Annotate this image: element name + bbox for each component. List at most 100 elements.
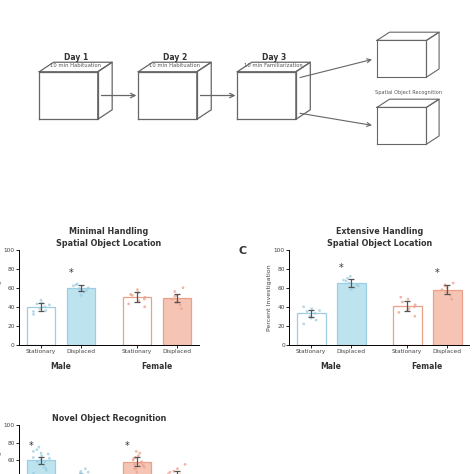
Text: 10 min Habituation: 10 min Habituation — [149, 63, 200, 68]
Point — [449, 279, 457, 287]
Point — [84, 284, 92, 292]
Point — [138, 458, 146, 465]
Point — [353, 281, 360, 289]
Point — [77, 467, 85, 474]
Y-axis label: Percent Investigation: Percent Investigation — [0, 264, 2, 330]
Point — [82, 287, 90, 294]
Point — [131, 472, 138, 474]
Text: *: * — [339, 263, 344, 273]
Point — [134, 286, 141, 293]
Point — [75, 285, 82, 292]
Point — [176, 301, 184, 309]
Point — [312, 316, 320, 324]
Point — [168, 295, 176, 303]
Text: Spatial Object Recognition: Spatial Object Recognition — [374, 90, 441, 95]
Title: Novel Object Recognition: Novel Object Recognition — [52, 414, 166, 423]
Bar — [27, 307, 55, 345]
Point — [72, 281, 80, 289]
Point — [131, 472, 138, 474]
Point — [306, 312, 314, 320]
Bar — [297, 313, 326, 345]
Point — [178, 305, 185, 312]
Point — [82, 465, 89, 473]
Point — [179, 284, 187, 292]
Point — [73, 472, 80, 474]
Text: Day 2: Day 2 — [163, 53, 187, 62]
Point — [30, 310, 37, 318]
Point — [77, 292, 85, 299]
Point — [36, 305, 44, 312]
Text: 10 min Habituation: 10 min Habituation — [50, 63, 101, 68]
Bar — [163, 298, 191, 345]
Point — [404, 307, 411, 314]
Point — [395, 309, 402, 316]
Text: Male: Male — [51, 362, 72, 371]
Point — [133, 447, 140, 455]
Point — [342, 277, 350, 285]
Point — [34, 458, 41, 465]
Point — [136, 449, 144, 457]
Point — [346, 273, 354, 280]
Point — [448, 295, 456, 303]
Bar — [393, 306, 422, 345]
Point — [173, 292, 181, 299]
Point — [73, 280, 81, 288]
Point — [307, 314, 315, 322]
Bar — [27, 460, 55, 474]
Text: *: * — [69, 268, 73, 278]
Point — [129, 456, 137, 464]
Point — [132, 454, 139, 461]
Text: 10 min Familiarization: 10 min Familiarization — [245, 63, 303, 68]
Point — [70, 282, 77, 290]
Point — [311, 310, 319, 317]
Point — [78, 471, 85, 474]
Title: Minimal Handling
Spatial Object Location: Minimal Handling Spatial Object Location — [56, 228, 162, 247]
Point — [173, 465, 181, 473]
Point — [43, 466, 50, 474]
Point — [37, 456, 45, 464]
Text: Male: Male — [321, 362, 342, 371]
Point — [33, 300, 41, 308]
Point — [84, 468, 92, 474]
Point — [42, 465, 50, 473]
Text: C: C — [239, 246, 247, 256]
Point — [405, 305, 413, 312]
Point — [411, 301, 419, 309]
Point — [41, 303, 49, 310]
Point — [173, 299, 181, 307]
Point — [443, 288, 451, 295]
Point — [81, 289, 88, 296]
Point — [36, 461, 44, 468]
Point — [42, 307, 50, 314]
Point — [41, 458, 49, 465]
Text: *: * — [28, 440, 33, 451]
Point — [45, 450, 52, 458]
Point — [344, 274, 351, 282]
Point — [347, 286, 355, 293]
Point — [140, 463, 148, 471]
Point — [173, 298, 180, 306]
Bar — [123, 462, 152, 474]
Point — [46, 301, 53, 309]
Text: *: * — [125, 441, 129, 451]
Point — [166, 468, 173, 474]
Text: Day 3: Day 3 — [262, 53, 286, 62]
Point — [308, 305, 316, 312]
Point — [441, 281, 449, 289]
Point — [133, 468, 140, 474]
Point — [411, 312, 419, 320]
Bar — [337, 283, 365, 345]
Text: Female: Female — [411, 362, 443, 371]
Point — [141, 293, 149, 301]
Point — [355, 282, 362, 290]
Point — [135, 452, 142, 459]
Title: Extensive Handling
Spatial Object Location: Extensive Handling Spatial Object Locati… — [327, 228, 432, 247]
Point — [30, 447, 37, 455]
Point — [134, 289, 142, 296]
Point — [38, 299, 46, 307]
Point — [404, 295, 412, 303]
Point — [443, 284, 451, 292]
Y-axis label: Percent Investigation: Percent Investigation — [0, 436, 2, 474]
Point — [38, 452, 46, 459]
Point — [132, 465, 140, 473]
